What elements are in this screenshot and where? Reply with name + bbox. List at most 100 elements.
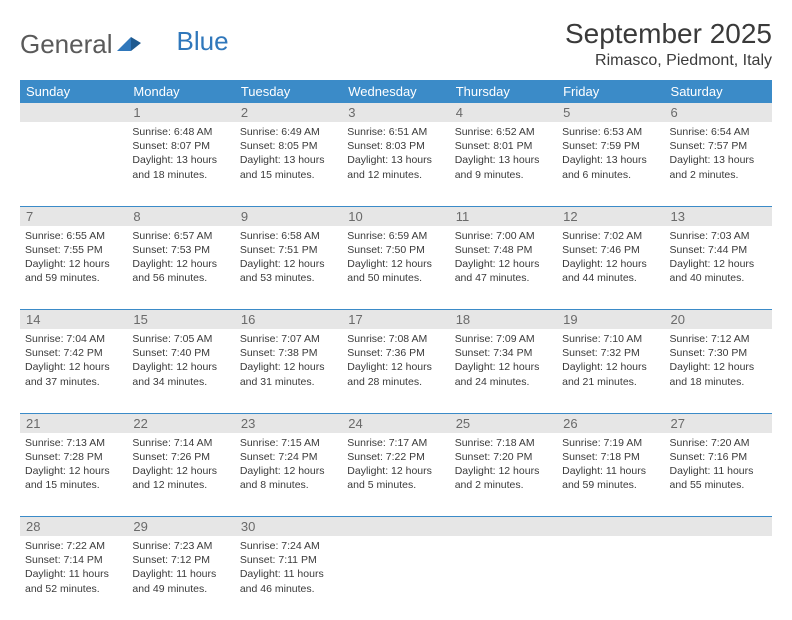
day-number: 26	[557, 413, 664, 433]
weekday-header: Sunday	[20, 80, 127, 103]
day-cell: Sunrise: 6:55 AMSunset: 7:55 PMDaylight:…	[20, 226, 127, 310]
day-cell: Sunrise: 7:15 AMSunset: 7:24 PMDaylight:…	[235, 433, 342, 517]
day-details: Sunrise: 7:24 AMSunset: 7:11 PMDaylight:…	[240, 539, 337, 596]
day-details: Sunrise: 7:17 AMSunset: 7:22 PMDaylight:…	[347, 436, 444, 493]
day-number	[20, 103, 127, 122]
day-number: 1	[127, 103, 234, 122]
month-title: September 2025	[565, 18, 772, 50]
day-number: 30	[235, 517, 342, 537]
day-details: Sunrise: 7:02 AMSunset: 7:46 PMDaylight:…	[562, 229, 659, 286]
day-details: Sunrise: 7:20 AMSunset: 7:16 PMDaylight:…	[670, 436, 767, 493]
day-number: 15	[127, 310, 234, 330]
day-number: 27	[665, 413, 772, 433]
day-cell: Sunrise: 6:49 AMSunset: 8:05 PMDaylight:…	[235, 122, 342, 206]
day-number: 7	[20, 206, 127, 226]
day-cell: Sunrise: 7:17 AMSunset: 7:22 PMDaylight:…	[342, 433, 449, 517]
logo: General Blue	[20, 29, 229, 60]
day-number: 11	[450, 206, 557, 226]
week-row: Sunrise: 7:04 AMSunset: 7:42 PMDaylight:…	[20, 329, 772, 413]
day-number	[665, 517, 772, 537]
day-cell	[665, 536, 772, 620]
day-number: 14	[20, 310, 127, 330]
day-number	[342, 517, 449, 537]
title-block: September 2025 Rimasco, Piedmont, Italy	[565, 18, 772, 70]
day-cell	[450, 536, 557, 620]
weekday-header: Saturday	[665, 80, 772, 103]
day-number: 22	[127, 413, 234, 433]
day-details: Sunrise: 6:48 AMSunset: 8:07 PMDaylight:…	[132, 125, 229, 182]
day-cell: Sunrise: 7:19 AMSunset: 7:18 PMDaylight:…	[557, 433, 664, 517]
day-number: 3	[342, 103, 449, 122]
day-number: 19	[557, 310, 664, 330]
day-details: Sunrise: 6:49 AMSunset: 8:05 PMDaylight:…	[240, 125, 337, 182]
day-details: Sunrise: 6:55 AMSunset: 7:55 PMDaylight:…	[25, 229, 122, 286]
day-details: Sunrise: 7:18 AMSunset: 7:20 PMDaylight:…	[455, 436, 552, 493]
day-cell: Sunrise: 6:48 AMSunset: 8:07 PMDaylight:…	[127, 122, 234, 206]
day-number: 13	[665, 206, 772, 226]
weekday-header: Monday	[127, 80, 234, 103]
weekday-header: Tuesday	[235, 80, 342, 103]
day-details: Sunrise: 7:10 AMSunset: 7:32 PMDaylight:…	[562, 332, 659, 389]
weekday-header: Friday	[557, 80, 664, 103]
day-details: Sunrise: 7:05 AMSunset: 7:40 PMDaylight:…	[132, 332, 229, 389]
week-row: Sunrise: 7:13 AMSunset: 7:28 PMDaylight:…	[20, 433, 772, 517]
weekday-header-row: Sunday Monday Tuesday Wednesday Thursday…	[20, 80, 772, 103]
day-details: Sunrise: 7:22 AMSunset: 7:14 PMDaylight:…	[25, 539, 122, 596]
day-cell: Sunrise: 6:53 AMSunset: 7:59 PMDaylight:…	[557, 122, 664, 206]
day-details: Sunrise: 7:04 AMSunset: 7:42 PMDaylight:…	[25, 332, 122, 389]
day-cell: Sunrise: 7:13 AMSunset: 7:28 PMDaylight:…	[20, 433, 127, 517]
day-details: Sunrise: 7:23 AMSunset: 7:12 PMDaylight:…	[132, 539, 229, 596]
day-details: Sunrise: 7:14 AMSunset: 7:26 PMDaylight:…	[132, 436, 229, 493]
day-number: 10	[342, 206, 449, 226]
week-row: Sunrise: 6:55 AMSunset: 7:55 PMDaylight:…	[20, 226, 772, 310]
day-cell: Sunrise: 7:00 AMSunset: 7:48 PMDaylight:…	[450, 226, 557, 310]
day-cell: Sunrise: 7:03 AMSunset: 7:44 PMDaylight:…	[665, 226, 772, 310]
day-details: Sunrise: 6:58 AMSunset: 7:51 PMDaylight:…	[240, 229, 337, 286]
day-number: 29	[127, 517, 234, 537]
day-details: Sunrise: 7:09 AMSunset: 7:34 PMDaylight:…	[455, 332, 552, 389]
day-number: 28	[20, 517, 127, 537]
day-number: 20	[665, 310, 772, 330]
day-details: Sunrise: 7:00 AMSunset: 7:48 PMDaylight:…	[455, 229, 552, 286]
day-cell: Sunrise: 7:23 AMSunset: 7:12 PMDaylight:…	[127, 536, 234, 620]
day-number: 17	[342, 310, 449, 330]
day-number-row: 282930	[20, 517, 772, 537]
day-cell: Sunrise: 6:51 AMSunset: 8:03 PMDaylight:…	[342, 122, 449, 206]
day-details: Sunrise: 6:59 AMSunset: 7:50 PMDaylight:…	[347, 229, 444, 286]
day-details: Sunrise: 6:54 AMSunset: 7:57 PMDaylight:…	[670, 125, 767, 182]
day-number	[450, 517, 557, 537]
day-cell: Sunrise: 7:04 AMSunset: 7:42 PMDaylight:…	[20, 329, 127, 413]
day-details: Sunrise: 7:03 AMSunset: 7:44 PMDaylight:…	[670, 229, 767, 286]
weekday-header: Thursday	[450, 80, 557, 103]
day-number: 5	[557, 103, 664, 122]
day-number: 12	[557, 206, 664, 226]
week-row: Sunrise: 6:48 AMSunset: 8:07 PMDaylight:…	[20, 122, 772, 206]
day-cell: Sunrise: 7:05 AMSunset: 7:40 PMDaylight:…	[127, 329, 234, 413]
day-cell: Sunrise: 6:58 AMSunset: 7:51 PMDaylight:…	[235, 226, 342, 310]
day-details: Sunrise: 7:15 AMSunset: 7:24 PMDaylight:…	[240, 436, 337, 493]
day-cell: Sunrise: 7:12 AMSunset: 7:30 PMDaylight:…	[665, 329, 772, 413]
header: General Blue September 2025 Rimasco, Pie…	[20, 18, 772, 70]
day-cell: Sunrise: 6:59 AMSunset: 7:50 PMDaylight:…	[342, 226, 449, 310]
day-details: Sunrise: 7:13 AMSunset: 7:28 PMDaylight:…	[25, 436, 122, 493]
day-number: 25	[450, 413, 557, 433]
logo-text-general: General	[20, 29, 113, 60]
day-cell	[20, 122, 127, 206]
day-cell: Sunrise: 6:57 AMSunset: 7:53 PMDaylight:…	[127, 226, 234, 310]
day-cell: Sunrise: 7:08 AMSunset: 7:36 PMDaylight:…	[342, 329, 449, 413]
day-cell: Sunrise: 7:02 AMSunset: 7:46 PMDaylight:…	[557, 226, 664, 310]
day-cell	[342, 536, 449, 620]
day-cell: Sunrise: 7:20 AMSunset: 7:16 PMDaylight:…	[665, 433, 772, 517]
day-number: 2	[235, 103, 342, 122]
day-number-row: 78910111213	[20, 206, 772, 226]
day-cell: Sunrise: 6:54 AMSunset: 7:57 PMDaylight:…	[665, 122, 772, 206]
day-details: Sunrise: 7:08 AMSunset: 7:36 PMDaylight:…	[347, 332, 444, 389]
weekday-header: Wednesday	[342, 80, 449, 103]
day-number: 23	[235, 413, 342, 433]
location: Rimasco, Piedmont, Italy	[565, 52, 772, 70]
day-details: Sunrise: 7:07 AMSunset: 7:38 PMDaylight:…	[240, 332, 337, 389]
day-details: Sunrise: 6:52 AMSunset: 8:01 PMDaylight:…	[455, 125, 552, 182]
day-number-row: 14151617181920	[20, 310, 772, 330]
day-cell: Sunrise: 7:07 AMSunset: 7:38 PMDaylight:…	[235, 329, 342, 413]
day-number: 9	[235, 206, 342, 226]
